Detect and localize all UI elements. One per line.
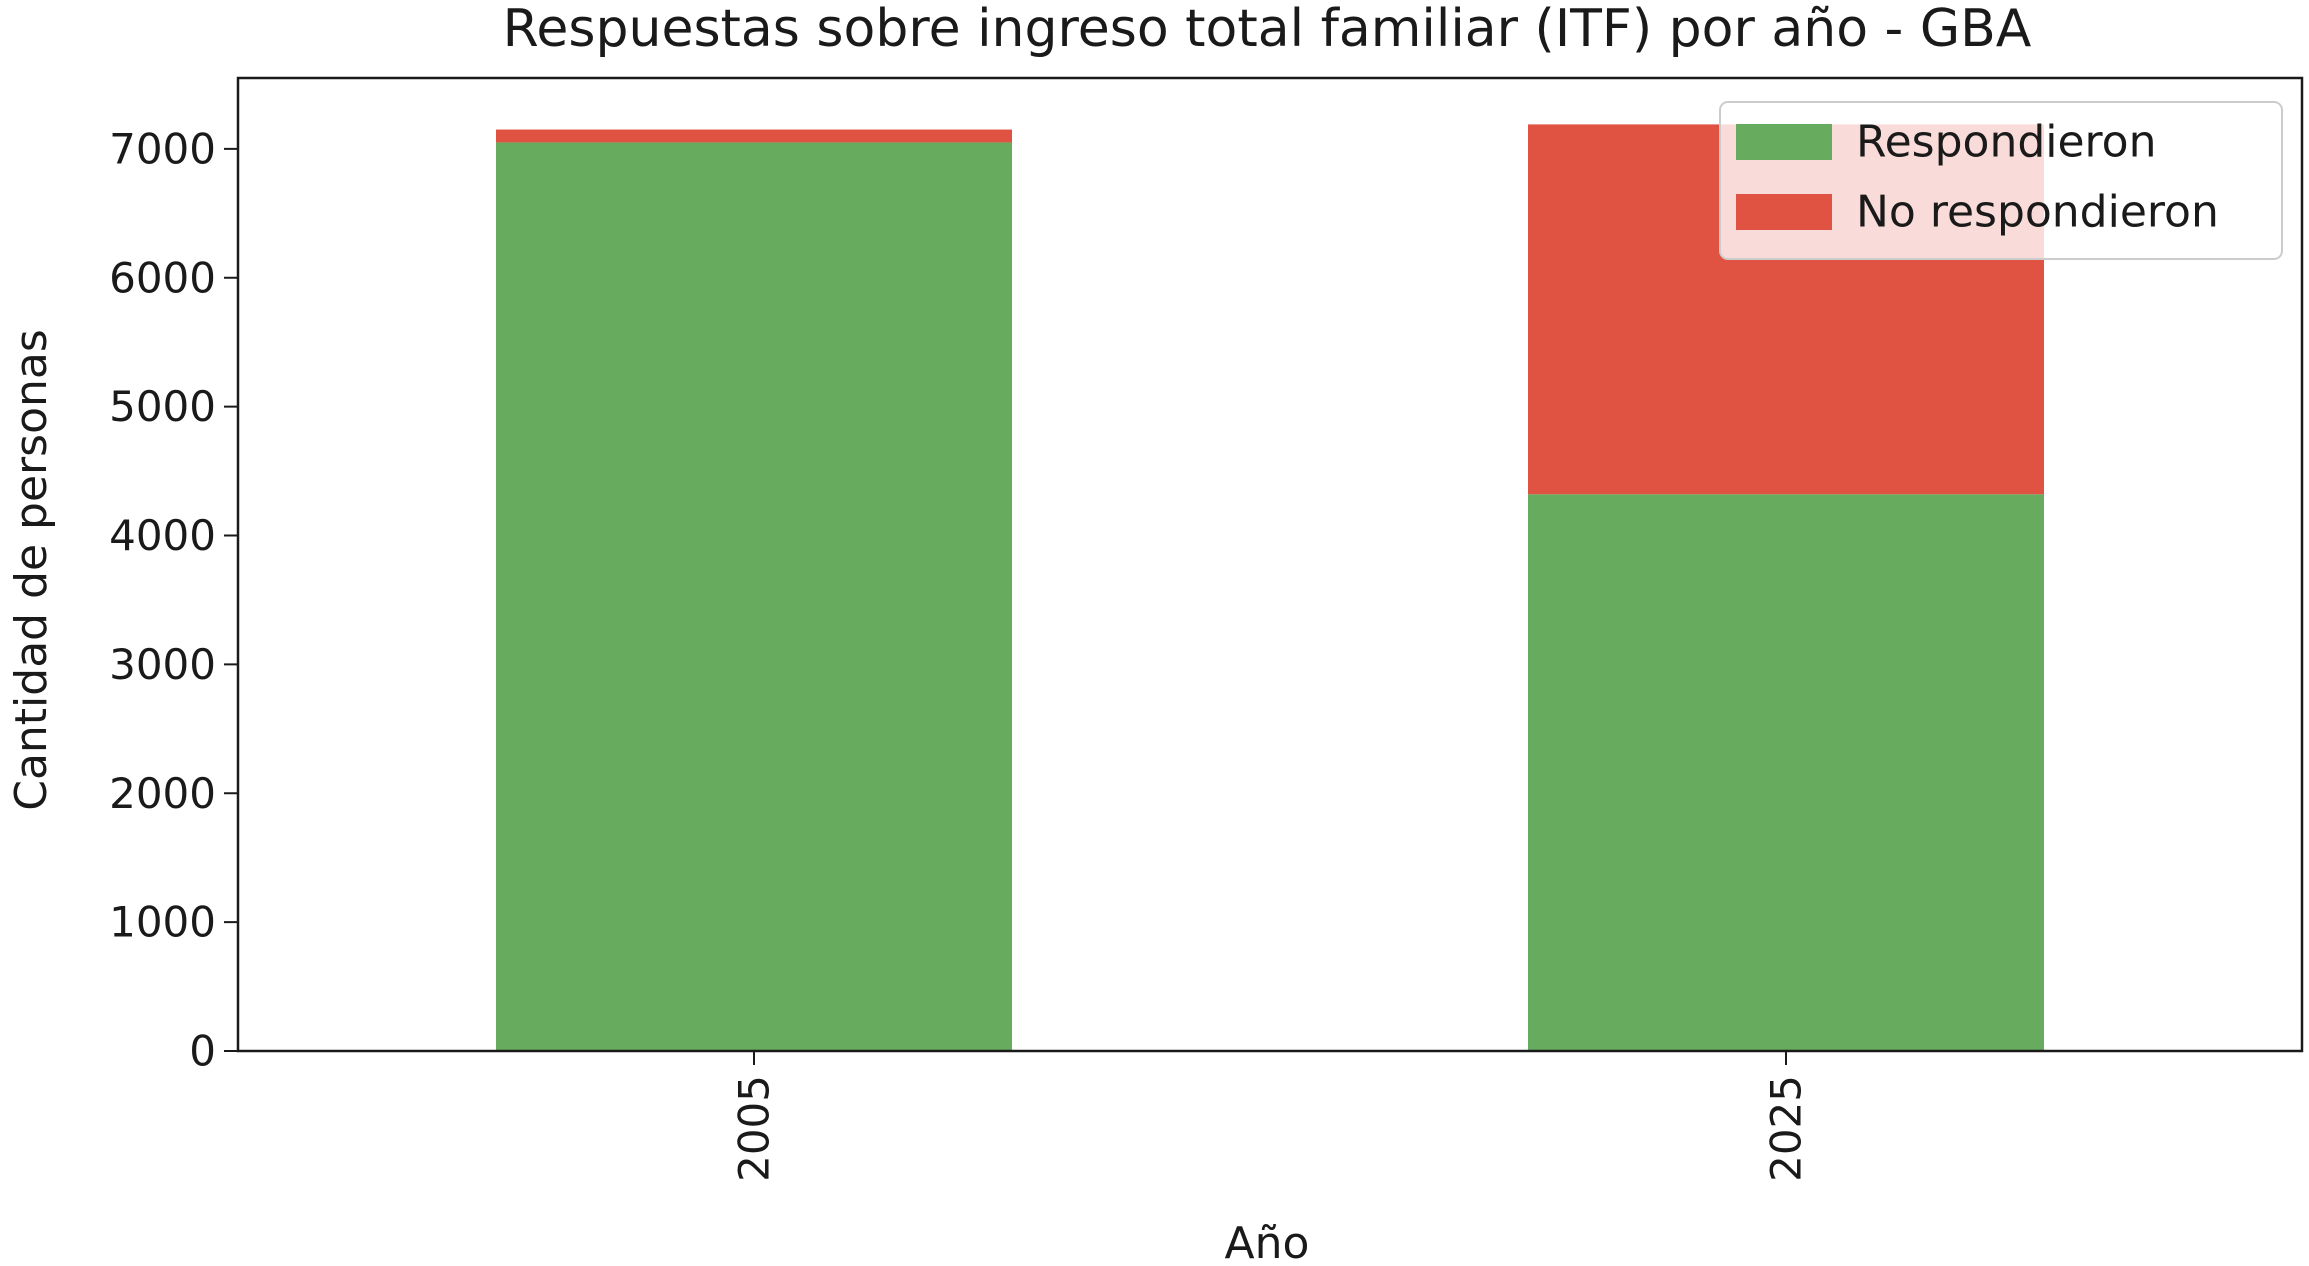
y-axis-label: Cantidad de personas <box>6 329 57 811</box>
y-tick-label-7000: 7000 <box>109 124 216 173</box>
bar-respondieron-2025 <box>1528 494 2044 1052</box>
chart-title: Respuestas sobre ingreso total familiar … <box>503 0 2032 59</box>
y-tick-label-1000: 1000 <box>109 898 216 947</box>
bar-respondieron-2005 <box>496 142 1012 1052</box>
y-tick-label-5000: 5000 <box>109 382 216 431</box>
plot-frame <box>236 76 2304 1053</box>
y-tick-label-2000: 2000 <box>109 769 216 818</box>
legend-swatch-respondieron <box>1736 124 1832 160</box>
bar-no-respondieron-2005 <box>496 129 1012 143</box>
y-tick-label-6000: 6000 <box>109 253 216 302</box>
y-tick-label-0: 0 <box>189 1027 216 1076</box>
legend-label-no-respondieron: No respondieron <box>1856 187 2219 238</box>
legend-label-respondieron: Respondieron <box>1856 117 2156 168</box>
x-axis-label: Año <box>1225 1218 1310 1266</box>
y-tick-label-4000: 4000 <box>109 511 216 560</box>
y-tick-label-3000: 3000 <box>109 640 216 689</box>
legend-box <box>1719 101 2283 260</box>
legend: Respondieron No respondieron <box>1719 101 2283 260</box>
x-tick-label-2025: 2025 <box>1762 1075 1811 1182</box>
legend-swatch-no-respondieron <box>1736 194 1832 230</box>
x-tick-label-2005: 2005 <box>730 1075 779 1182</box>
